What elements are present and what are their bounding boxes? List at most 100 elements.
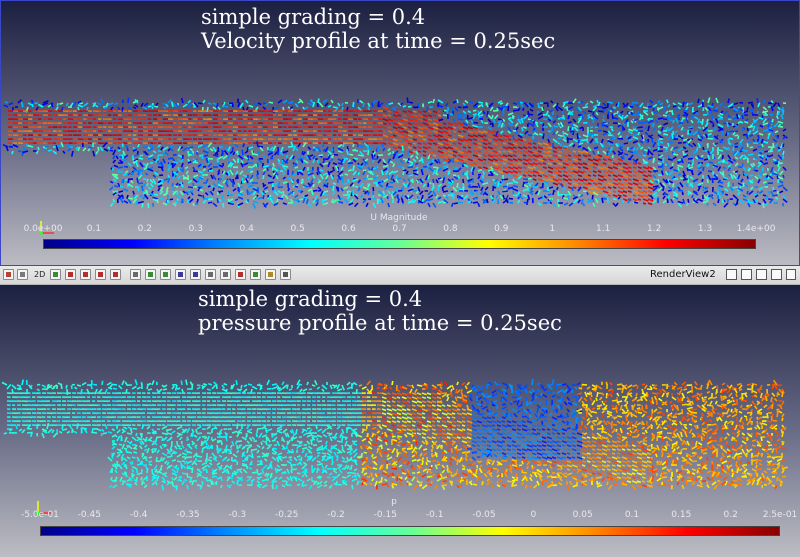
vector-glyph <box>640 396 643 402</box>
close-view-icon[interactable] <box>786 269 796 280</box>
vector-glyph <box>340 175 344 180</box>
vector-glyph <box>579 138 584 143</box>
vector-glyph <box>442 122 447 125</box>
vector-glyph <box>718 149 724 152</box>
grow-selection-icon[interactable] <box>205 269 216 280</box>
vector-glyph <box>507 154 513 158</box>
vector-glyph <box>374 165 379 172</box>
vector-glyph <box>738 396 743 400</box>
vector-glyph <box>400 194 404 199</box>
vector-glyph <box>477 104 482 108</box>
vector-glyph <box>777 175 784 180</box>
vector-glyph <box>381 408 387 412</box>
edit-icon[interactable] <box>265 269 276 280</box>
vector-glyph <box>324 178 329 183</box>
vector-glyph <box>184 166 189 170</box>
hover-points-icon[interactable] <box>175 269 186 280</box>
vector-glyph <box>357 171 361 176</box>
vector-glyph <box>603 407 608 410</box>
select-frustum-cells-icon[interactable] <box>95 269 106 280</box>
vector-glyph <box>777 154 783 160</box>
vector-glyph <box>402 146 407 150</box>
vector-glyph <box>255 106 259 111</box>
shrink-selection-icon[interactable] <box>220 269 231 280</box>
vector-glyph <box>302 194 308 200</box>
vector-glyph <box>314 194 319 200</box>
vector-glyph <box>119 159 124 164</box>
vector-glyph <box>633 118 639 122</box>
vector-glyph <box>782 135 787 140</box>
vector-glyph <box>662 165 665 172</box>
vector-glyph <box>217 183 224 188</box>
vector-glyph <box>694 386 698 390</box>
vector-glyph <box>702 107 705 112</box>
vector-glyph <box>641 394 647 398</box>
vector-glyph <box>137 170 141 176</box>
vector-glyph <box>532 170 539 174</box>
vector-glyph <box>581 400 585 405</box>
vector-glyph <box>657 178 660 184</box>
select-cells-icon[interactable] <box>65 269 76 280</box>
render-view-pressure[interactable]: simple grading = 0.4 pressure profile at… <box>0 285 800 557</box>
vector-glyph <box>352 178 359 182</box>
vector-glyph <box>779 108 784 112</box>
vector-glyph <box>502 107 506 112</box>
vector-glyph <box>477 150 482 153</box>
interactive-select-icon[interactable] <box>145 269 156 280</box>
hover-cells-icon[interactable] <box>190 269 201 280</box>
vector-glyph <box>502 190 509 193</box>
vector-glyph <box>507 146 514 150</box>
clear-selection-icon[interactable] <box>235 269 246 280</box>
vector-glyph <box>602 174 608 178</box>
camera-link-icon[interactable] <box>17 269 28 280</box>
vector-glyph <box>457 106 462 109</box>
vector-glyph <box>392 170 399 174</box>
vector-glyph <box>264 102 269 107</box>
vector-glyph <box>134 104 139 108</box>
vector-glyph <box>512 162 519 166</box>
select-polygon-icon[interactable] <box>160 269 171 280</box>
vector-glyph <box>711 177 714 184</box>
render-view-velocity[interactable]: simple grading = 0.4 Velocity profile at… <box>0 0 800 266</box>
vector-glyph <box>207 196 213 200</box>
vector-glyph <box>358 384 363 387</box>
vector-glyph <box>511 396 518 399</box>
vector-glyph <box>542 166 547 170</box>
vector-glyph <box>142 195 146 200</box>
maximize-icon[interactable] <box>756 269 767 280</box>
reset-camera-icon[interactable] <box>3 269 14 280</box>
vector-glyph <box>692 150 699 155</box>
capture-icon[interactable] <box>50 269 61 280</box>
toggle-2d-button[interactable]: 2D <box>34 270 46 279</box>
vector-glyph <box>586 386 591 390</box>
select-block-icon[interactable] <box>130 269 141 280</box>
vector-glyph <box>682 101 685 108</box>
vector-glyph <box>750 122 754 127</box>
vector-glyph <box>337 147 344 152</box>
query-icon[interactable] <box>250 269 261 280</box>
vector-glyph <box>672 104 677 108</box>
vector-glyph <box>721 382 726 386</box>
split-horizontal-icon[interactable] <box>726 269 737 280</box>
vector-glyph <box>627 182 633 186</box>
vector-glyph <box>262 154 266 159</box>
vector-glyph <box>412 146 417 149</box>
vector-glyph <box>422 130 427 133</box>
vector-glyph <box>396 392 403 396</box>
vector-glyph <box>473 102 479 108</box>
vector-glyph <box>164 151 169 156</box>
settings-icon[interactable] <box>280 269 291 280</box>
vector-glyph <box>501 397 504 402</box>
vector-glyph <box>562 178 569 182</box>
select-points-icon[interactable] <box>80 269 91 280</box>
vector-glyph <box>538 133 544 136</box>
vector-glyph <box>387 142 393 146</box>
split-vertical-icon[interactable] <box>741 269 752 280</box>
vector-glyph <box>502 154 508 158</box>
restore-icon[interactable] <box>771 269 782 280</box>
vector-glyph <box>123 200 129 204</box>
vector-glyph <box>641 404 644 411</box>
vector-glyph <box>657 162 663 166</box>
select-frustum-points-icon[interactable] <box>110 269 121 280</box>
vector-glyph <box>726 121 729 128</box>
